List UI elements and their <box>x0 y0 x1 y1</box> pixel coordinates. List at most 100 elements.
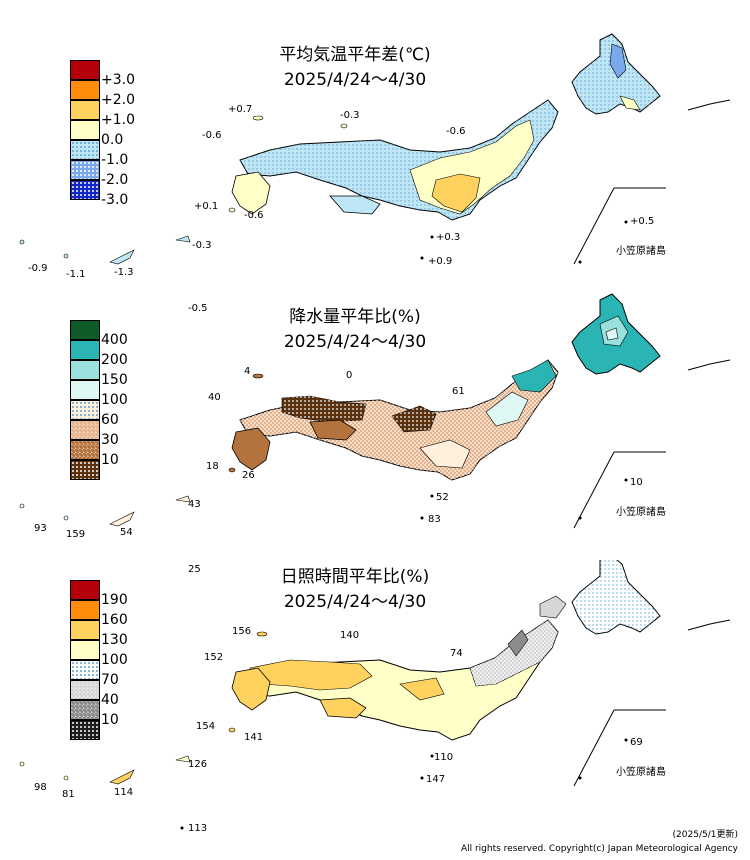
legend-swatch <box>70 340 100 360</box>
legend-label: 60 <box>101 412 119 428</box>
ogasawara-inset-frame <box>573 709 666 787</box>
legend-swatch <box>70 120 100 140</box>
value-label: 54 <box>120 527 133 538</box>
value-label: -1.1 <box>66 269 86 280</box>
value-label: -0.5 <box>188 303 208 314</box>
legend-label: 160 <box>101 612 128 628</box>
value-label: 81 <box>62 789 75 800</box>
sunshine-period: 2025/4/24～4/30 <box>283 592 427 612</box>
legend-label: 10 <box>101 712 119 728</box>
temperature-period: 2025/4/24～4/30 <box>283 70 427 90</box>
precipitation-period: 2025/4/24～4/30 <box>283 332 427 352</box>
legend-label: 190 <box>101 592 128 608</box>
value-label: -1.3 <box>114 267 134 278</box>
shikoku-shape <box>329 195 381 215</box>
legend-swatch <box>70 640 100 660</box>
legend-label: 70 <box>101 672 119 688</box>
temperature-title: 平均気温平年差(℃) <box>279 45 431 65</box>
legend-label: +3.0 <box>101 72 135 88</box>
sunshine-map <box>19 560 731 830</box>
kyushu-shape <box>231 667 271 711</box>
legend-label: 400 <box>101 332 128 348</box>
value-label: 4 <box>244 366 251 377</box>
value-label: 140 <box>340 630 360 641</box>
value-label: -0.6 <box>446 126 466 137</box>
legend-label: 130 <box>101 632 128 648</box>
value-label: +0.9 <box>428 256 453 267</box>
value-label: -0.3 <box>340 110 360 121</box>
legend-label: 0.0 <box>101 132 124 148</box>
value-label: -0.6 <box>244 210 264 221</box>
value-label: 26 <box>242 470 255 481</box>
temperature-panel: 平均気温平年差(℃) 2025/4/24～4/30 +3.0 +2.0 +1.0 0.… <box>0 0 750 314</box>
value-label: 156 <box>232 626 252 637</box>
value-label: 141 <box>244 732 264 743</box>
legend-label: -1.0 <box>101 152 129 168</box>
value-label: -0.9 <box>28 263 48 274</box>
value-label: 114 <box>114 787 134 798</box>
value-label: 0 <box>346 370 353 381</box>
legend-swatch <box>70 320 100 340</box>
legend-swatch <box>70 400 100 420</box>
value-label: +0.5 <box>630 216 655 227</box>
precipitation-panel: 降水量平年比(%) 2025/4/24～4/30 400 200 150 100 60 3… <box>0 280 750 575</box>
ogasawara-inset-frame <box>573 187 666 265</box>
value-label: -0.6 <box>202 130 222 141</box>
kyushu-shape <box>231 427 271 471</box>
value-label: 52 <box>436 492 449 503</box>
precipitation-title: 降水量平年比(%) <box>289 307 421 327</box>
shikoku-shape <box>319 697 367 719</box>
legend-swatch <box>70 380 100 400</box>
legend-label: 40 <box>101 692 119 708</box>
legend-swatch <box>70 180 100 200</box>
value-label: 110 <box>434 752 454 763</box>
value-label: 147 <box>426 774 446 785</box>
legend-label: 10 <box>101 452 119 468</box>
legend-swatch <box>70 620 100 640</box>
value-label: +0.3 <box>436 232 461 243</box>
legend-swatch <box>70 700 100 720</box>
island-shape <box>252 115 264 121</box>
legend-swatch <box>70 720 100 740</box>
value-label: 113 <box>188 823 208 834</box>
legend-label: 100 <box>101 652 128 668</box>
value-label: 83 <box>428 514 441 525</box>
value-label: 159 <box>66 529 86 540</box>
legend-swatch <box>70 420 100 440</box>
inset-label: 小笠原諸島 <box>616 246 666 257</box>
legend-label: 100 <box>101 392 128 408</box>
temperature-map <box>19 33 731 265</box>
legend-swatch <box>70 440 100 460</box>
legend-swatch <box>70 600 100 620</box>
legend-label: +1.0 <box>101 112 135 128</box>
copyright: All rights reserved. Copyright(c) Japan … <box>460 844 738 854</box>
legend-swatch <box>70 660 100 680</box>
legend-label: 150 <box>101 372 128 388</box>
sunshine-title: 日照時間平年比(%) <box>280 567 430 587</box>
sunshine-panel: 日照時間平年比(%) 2025/4/24～4/30 190 160 130 100 70… <box>0 560 750 840</box>
legend-swatch <box>70 100 100 120</box>
legend-swatch <box>70 580 100 600</box>
legend-label: 30 <box>101 432 119 448</box>
inset-label: 小笠原諸島 <box>616 767 666 778</box>
precipitation-map <box>19 293 731 529</box>
update-date: (2025/5/1更新) <box>672 830 738 840</box>
value-label: 43 <box>188 499 201 510</box>
value-label: 126 <box>188 759 208 770</box>
ogasawara-inset-frame <box>573 451 666 529</box>
value-label: 93 <box>34 523 47 534</box>
value-label: 10 <box>630 477 643 488</box>
legend-swatch <box>70 140 100 160</box>
legend-label: -3.0 <box>101 192 129 208</box>
inset-label: 小笠原諸島 <box>616 507 666 518</box>
value-label: 18 <box>206 461 219 472</box>
shikoku-shape <box>309 419 357 441</box>
value-label: 40 <box>208 392 221 403</box>
legend-swatch <box>70 680 100 700</box>
value-label: +0.1 <box>194 201 219 212</box>
legend-swatch <box>70 460 100 480</box>
legend-label: 200 <box>101 352 128 368</box>
legend-swatch <box>70 160 100 180</box>
value-label: +0.7 <box>228 104 253 115</box>
legend-swatch <box>70 60 100 80</box>
